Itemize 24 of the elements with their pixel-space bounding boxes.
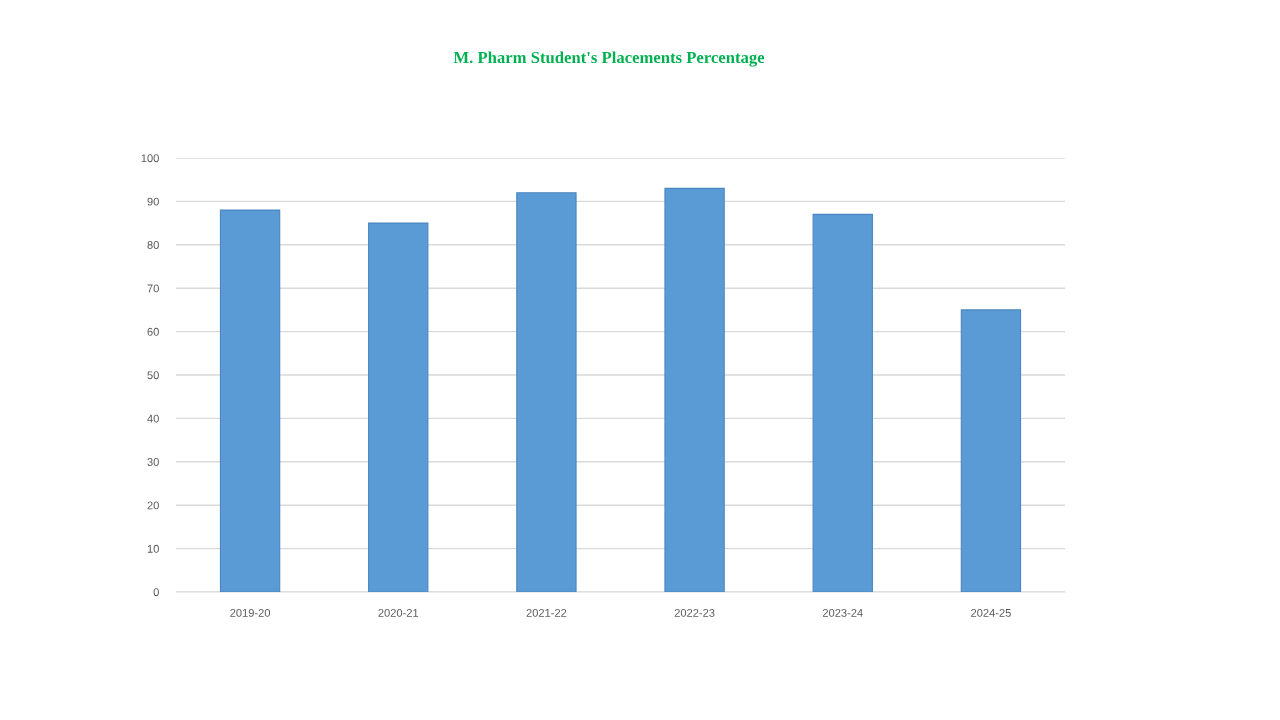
bar (368, 222, 429, 592)
bar (219, 209, 281, 592)
y-tick-label: 80 (147, 241, 159, 249)
x-tick-label: 2024-25 (971, 608, 1011, 617)
x-tick-label: 2020-21 (378, 608, 419, 617)
y-tick-label: 20 (147, 501, 159, 510)
x-tick-label: 2019-20 (230, 608, 271, 617)
y-tick-label: 60 (147, 327, 159, 336)
x-tick-label: 2023-24 (822, 608, 863, 617)
x-tick-label: 2022-23 (674, 608, 715, 617)
y-tick-label: 50 (147, 371, 159, 380)
y-tick-label: 30 (147, 458, 159, 466)
bar (516, 192, 577, 592)
y-tick-label: 100 (141, 154, 159, 163)
x-tick-label: 2021-22 (526, 608, 567, 617)
y-tick-label: 90 (147, 197, 159, 206)
bar (664, 187, 725, 592)
y-tick-label: 40 (147, 414, 159, 423)
y-tick-label: 0 (153, 588, 159, 597)
y-tick-label: 10 (147, 544, 159, 553)
chart-title: M. Pharm Student's Placements Percentage (453, 51, 765, 67)
bar (960, 309, 1022, 592)
y-tick-label: 70 (147, 284, 159, 293)
bar (812, 213, 873, 592)
